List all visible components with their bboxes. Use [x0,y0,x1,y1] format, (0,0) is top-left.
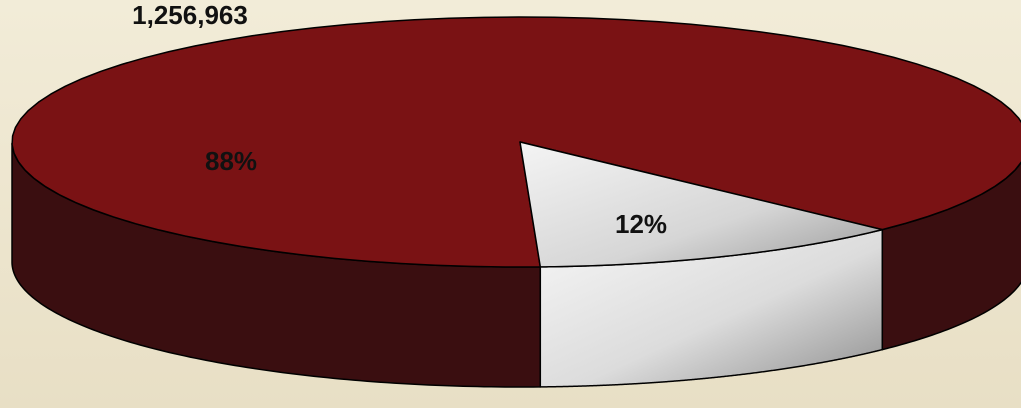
pie-sides [11,142,1021,388]
slice-label-88: 88% [205,146,257,176]
pie-tops [11,16,1021,268]
slice-12 [519,141,884,268]
chart-title: 1,256,963 [132,0,248,30]
slice-88 [11,16,1021,268]
slice-label-12: 12% [615,209,667,239]
